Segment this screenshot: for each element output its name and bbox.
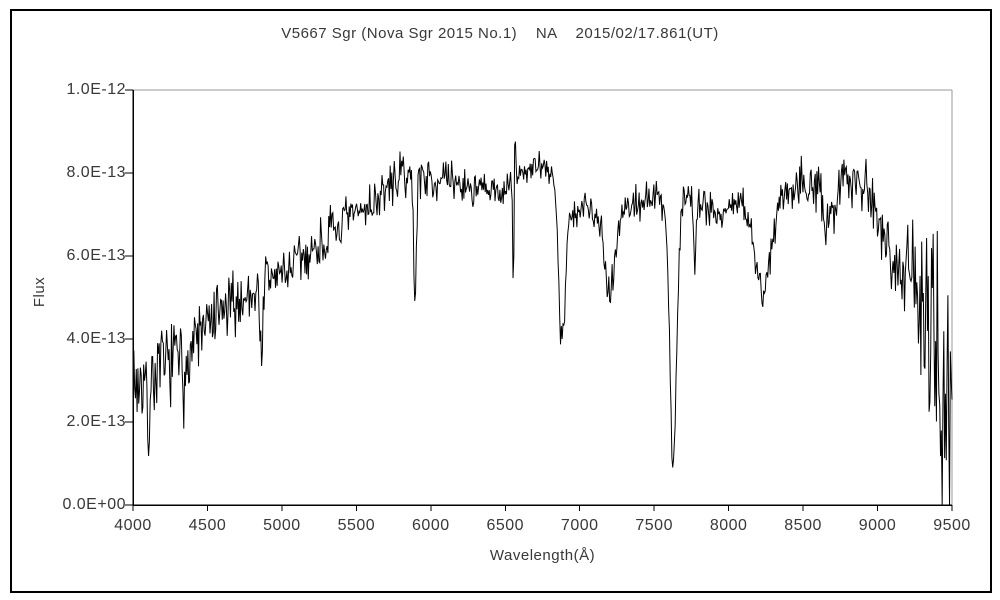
x-tick-label: 8000: [709, 517, 748, 534]
x-tick-label: 6500: [486, 517, 525, 534]
x-tick-label: 5500: [337, 517, 376, 534]
x-tick-label: 9500: [933, 517, 971, 534]
x-tick-label: 6000: [412, 517, 450, 534]
y-tick-label: 8.0E-13: [66, 164, 126, 181]
spectrum-line: [132, 141, 953, 506]
x-tick-label: 8500: [784, 517, 822, 534]
y-tick-label: 6.0E-13: [66, 247, 126, 264]
x-tick-label: 5000: [263, 517, 301, 534]
window-border: [10, 9, 992, 593]
chart-title: V5667 Sgr (Nova Sgr 2015 No.1) NA 2015/0…: [281, 25, 719, 42]
y-tick-label: 0.0E+00: [62, 496, 126, 513]
y-tick-label: 2.0E-13: [66, 413, 126, 430]
x-tick-label: 4500: [188, 517, 227, 534]
y-tick-label: 1.0E-12: [66, 81, 126, 98]
x-axis-title: Wavelength(Å): [489, 547, 596, 564]
x-tick-label: 7500: [635, 517, 673, 534]
y-tick-label: 4.0E-13: [66, 330, 126, 347]
x-tick-label: 4000: [114, 517, 152, 534]
x-tick-label: 9000: [858, 517, 897, 534]
x-tick-label: 7000: [560, 517, 599, 534]
